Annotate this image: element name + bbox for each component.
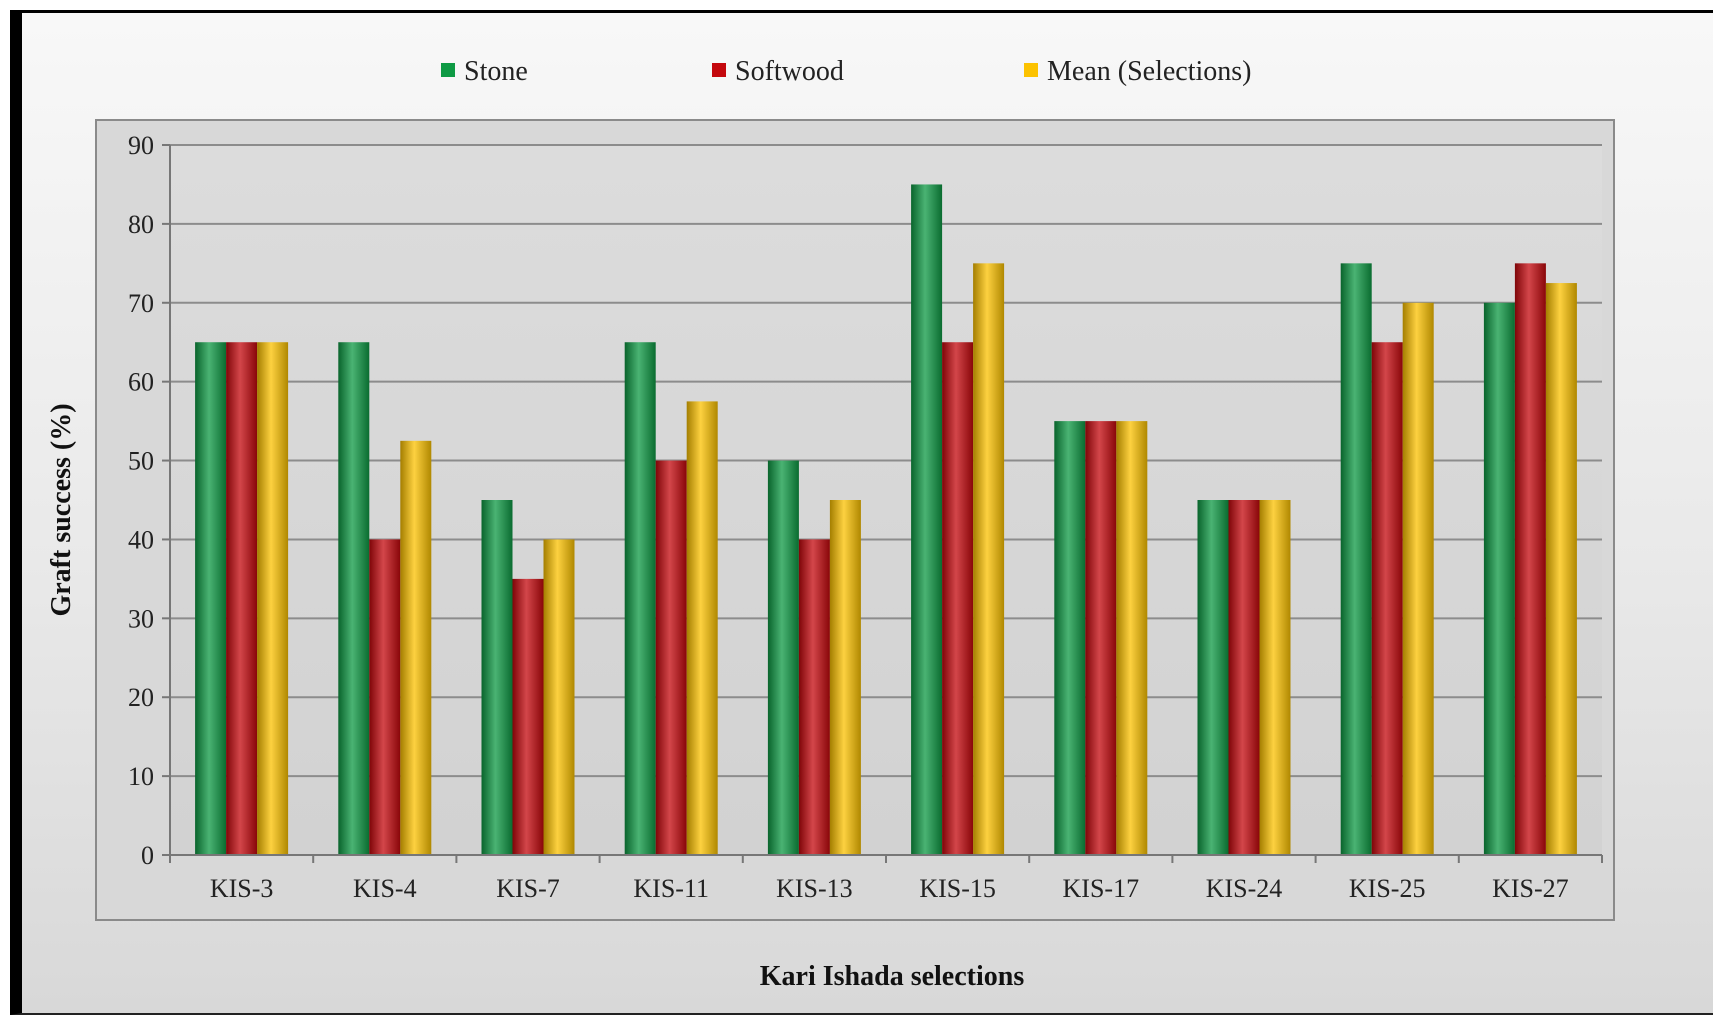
bar: [1197, 500, 1229, 855]
legend-swatch: [1024, 63, 1038, 77]
y-tick-label: 40: [128, 525, 154, 554]
x-axis-title: Kari Ishada selections: [760, 961, 1025, 992]
bar: [1545, 283, 1577, 855]
bar: [1228, 500, 1260, 855]
legend-label: Mean (Selections): [1047, 56, 1252, 87]
bar: [257, 342, 289, 855]
bar: [1340, 263, 1372, 855]
bar: [1402, 302, 1434, 855]
bars: [195, 184, 1577, 855]
legend: Stone Softwood Mean (Selections): [441, 56, 1252, 87]
bar: [512, 578, 544, 855]
y-tick-label: 90: [128, 131, 154, 160]
bar: [973, 263, 1005, 855]
bar: [829, 500, 861, 855]
bar: [655, 460, 687, 855]
bar: [624, 342, 656, 855]
bar: [481, 500, 513, 855]
y-tick-label: 0: [141, 841, 154, 870]
x-tick-label: KIS-3: [210, 874, 274, 903]
x-tick-label: KIS-4: [353, 874, 417, 903]
y-tick-label: 20: [128, 683, 154, 712]
bar: [767, 460, 799, 855]
x-tick-label: KIS-27: [1492, 874, 1569, 903]
x-tick-label: KIS-24: [1206, 874, 1283, 903]
y-axis-title: Graft success (%): [46, 403, 77, 616]
bar: [369, 539, 401, 855]
bar: [942, 342, 974, 855]
bar: [1116, 421, 1148, 855]
bar: [1371, 342, 1403, 855]
y-tick-label: 70: [128, 289, 154, 318]
bar: [226, 342, 258, 855]
axes: 0 10 20 30 40 50 60 70 80 90 KIS-3 KIS-4 KIS-7 KIS-11…: [128, 131, 1603, 903]
legend-label: Softwood: [735, 56, 844, 87]
legend-label: Stone: [464, 56, 528, 87]
y-tick-label: 10: [128, 762, 154, 791]
x-tick-label: KIS-15: [919, 874, 996, 903]
x-tick-label: KIS-11: [633, 874, 709, 903]
bar: [338, 342, 370, 855]
y-tick-label: 80: [128, 210, 154, 239]
bar: [195, 342, 227, 855]
bar: [686, 401, 718, 855]
legend-swatch: [441, 63, 455, 77]
bar: [543, 539, 575, 855]
y-tick-label: 60: [128, 368, 154, 397]
y-tick-label: 30: [128, 604, 154, 633]
x-tick-label: KIS-7: [496, 874, 560, 903]
y-tick-label: 50: [128, 447, 154, 476]
bar: [911, 184, 943, 855]
bar: [1483, 302, 1515, 855]
legend-swatch: [712, 63, 726, 77]
bar: [1259, 500, 1291, 855]
x-tick-label: KIS-13: [776, 874, 853, 903]
bar: [1085, 421, 1117, 855]
x-tick-label: KIS-25: [1349, 874, 1426, 903]
bar: [1054, 421, 1086, 855]
bar: [400, 440, 432, 855]
x-tick-label: KIS-17: [1063, 874, 1140, 903]
bar: [1514, 263, 1546, 855]
bar: [798, 539, 830, 855]
